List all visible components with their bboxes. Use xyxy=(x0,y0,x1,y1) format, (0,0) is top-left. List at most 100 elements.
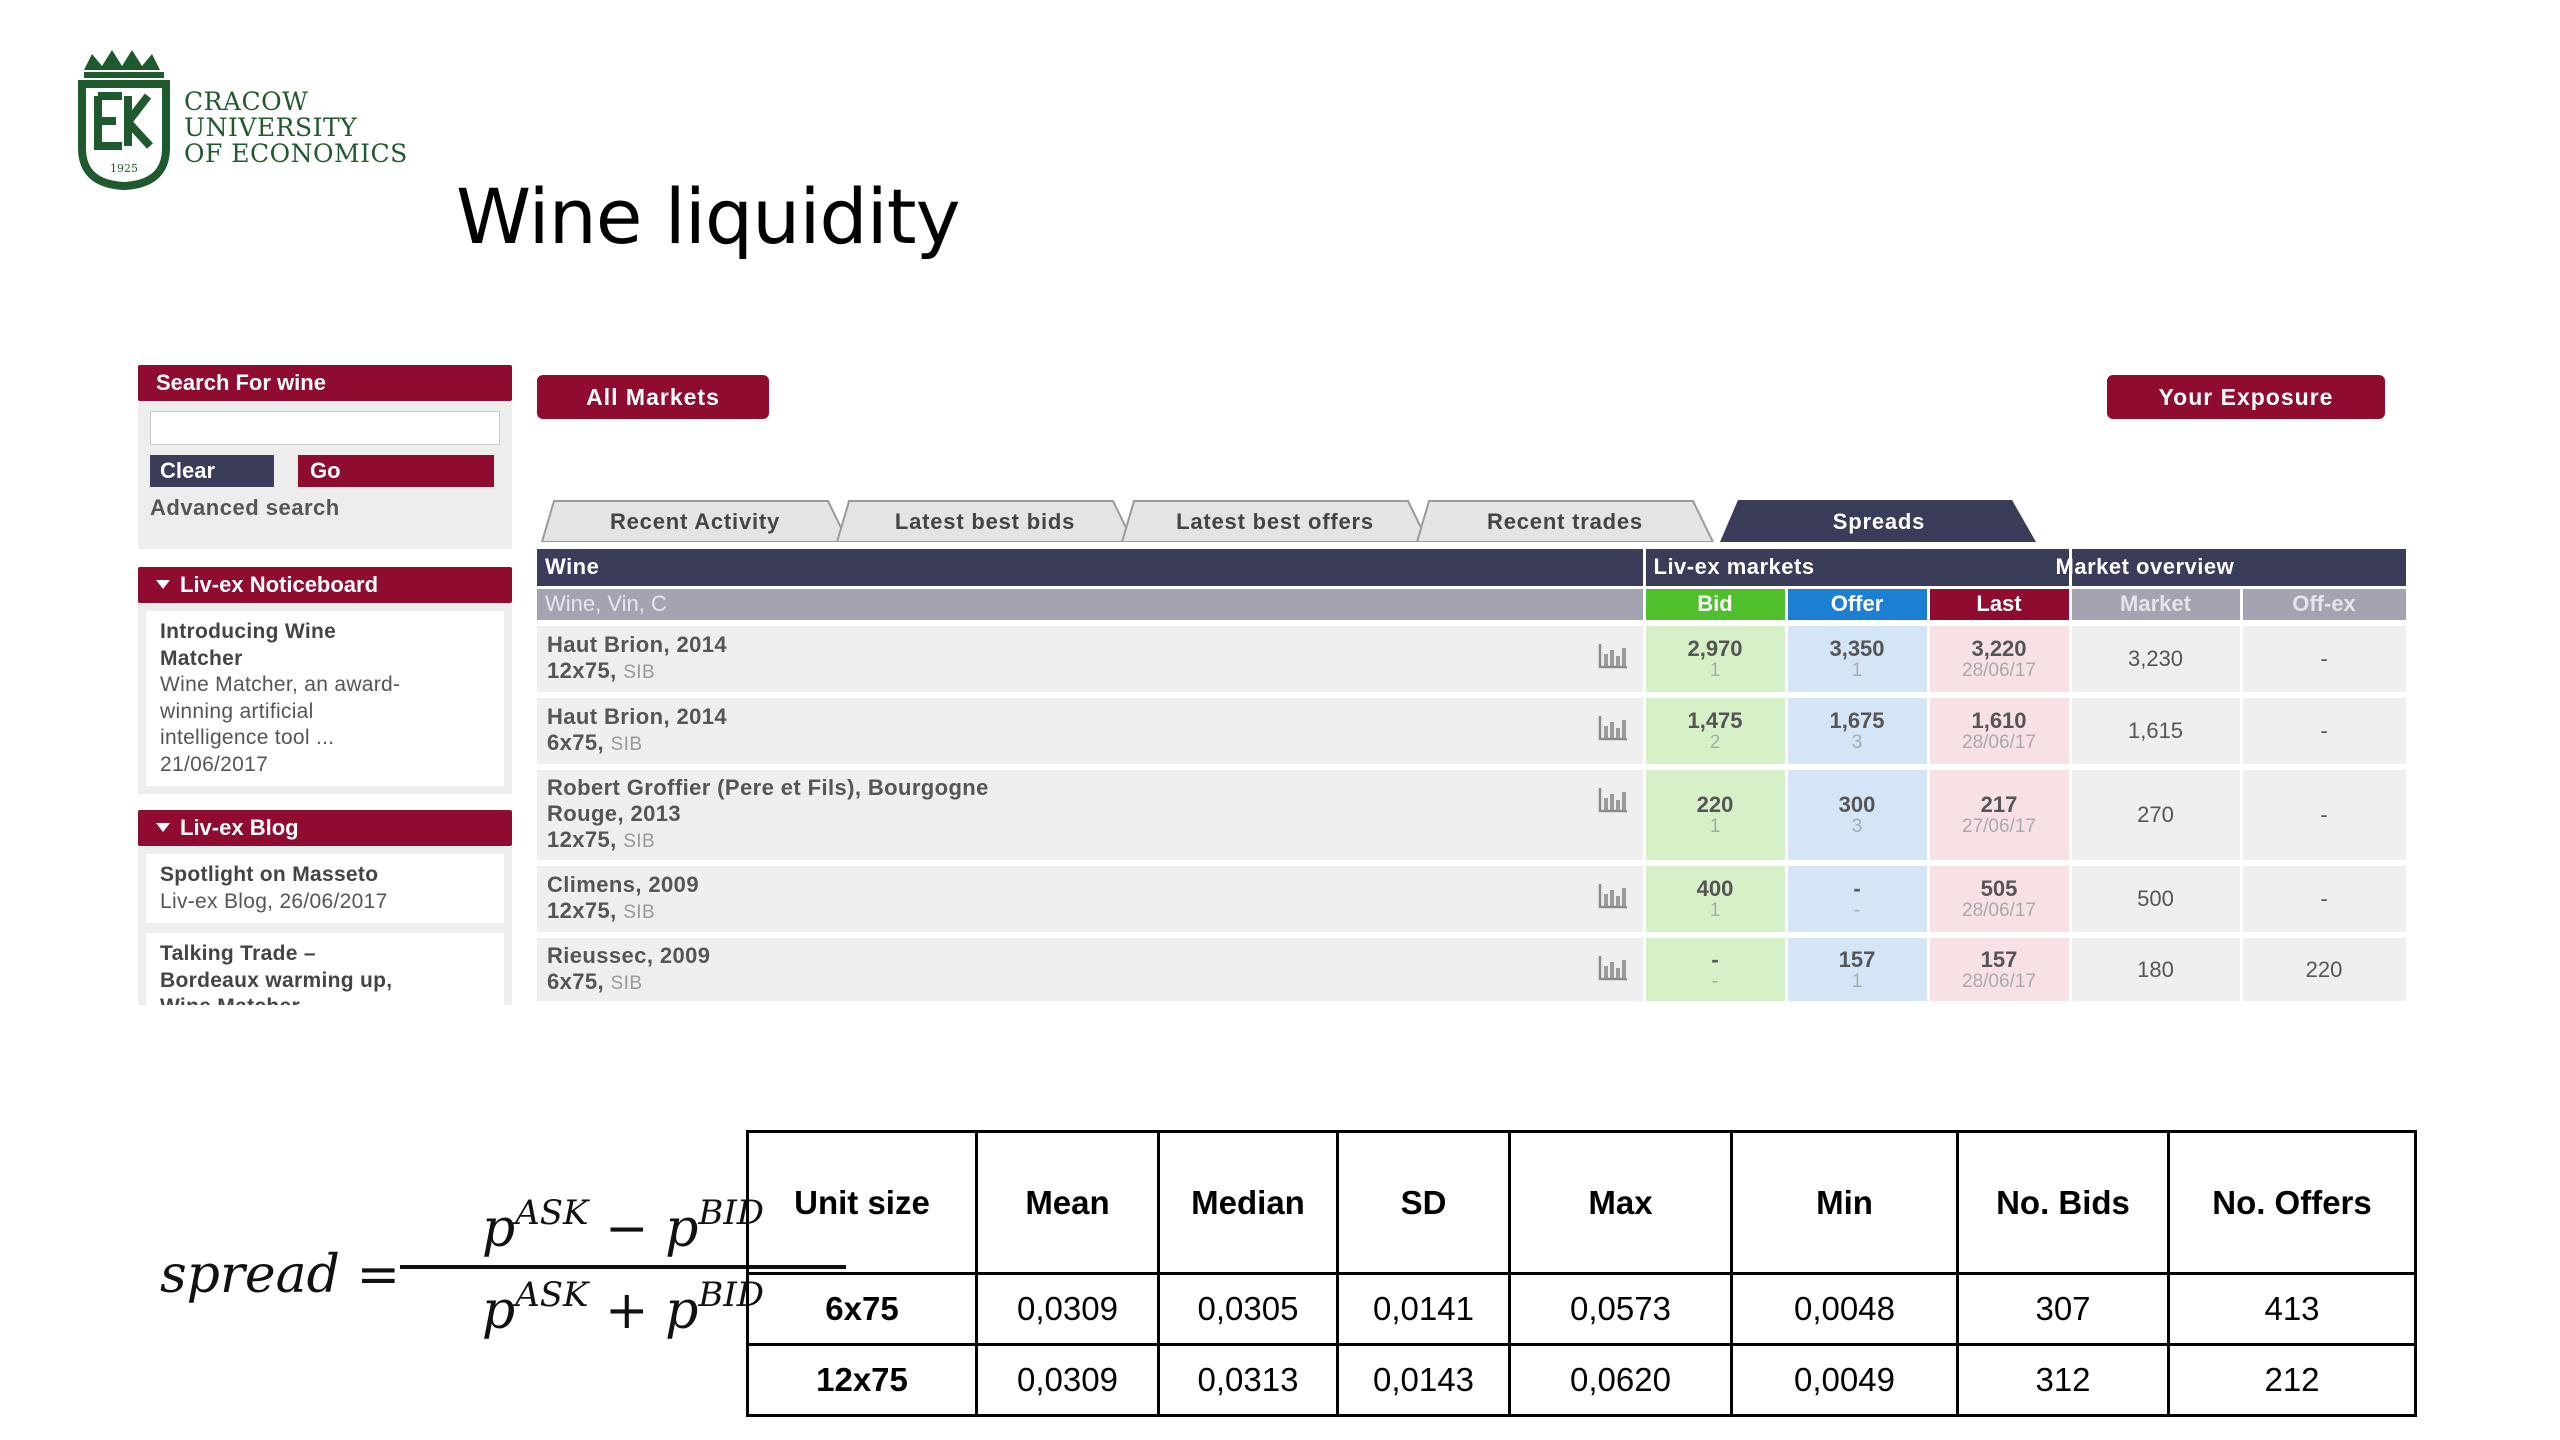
offer-cell[interactable]: 157 1 xyxy=(1786,932,1930,1001)
bid-cell[interactable]: 1,475 2 xyxy=(1644,692,1788,767)
search-input[interactable] xyxy=(150,411,500,445)
last-cell: 157 28/06/17 xyxy=(1928,932,2072,1001)
offex-cell: - xyxy=(2241,860,2409,935)
market-cell: 1,615 xyxy=(2070,692,2243,767)
slide-title: Wine liquidity xyxy=(456,172,961,261)
price-chart-icon[interactable] xyxy=(1597,714,1629,742)
stats-header-row: Unit size Mean Median SD Max Min No. Bid… xyxy=(746,1130,2417,1275)
max-cell: 0,0620 xyxy=(1508,1343,1733,1417)
noticeboard-header[interactable]: Liv-ex Noticeboard xyxy=(138,567,512,603)
tab-recent-trades[interactable]: Recent trades xyxy=(1415,498,1715,542)
market-tabs: Recent Activity Latest best bids Latest … xyxy=(540,498,2040,542)
bid-cell[interactable]: 220 1 xyxy=(1644,764,1788,863)
wine-filter-header[interactable]: Wine, Vin, C xyxy=(537,585,1646,623)
sd-cell: 0,0143 xyxy=(1336,1343,1511,1417)
no-bids-cell: 307 xyxy=(1956,1272,2170,1346)
spread-stats-table: Unit size Mean Median SD Max Min No. Bid… xyxy=(746,1130,2417,1417)
formula-numerator: pASK − pBID xyxy=(481,1193,765,1259)
caret-down-icon xyxy=(156,579,170,589)
last-cell: 505 28/06/17 xyxy=(1928,860,2072,935)
offer-cell[interactable]: 300 3 xyxy=(1786,764,1930,863)
caret-down-icon xyxy=(156,822,170,832)
sd-cell: 0,0141 xyxy=(1336,1272,1511,1346)
table-row[interactable]: Haut Brion, 2014 6x75, SIB 1,475 2 1,675 3… xyxy=(537,692,2409,767)
offex-cell: 220 xyxy=(2241,932,2409,1001)
bid-cell[interactable]: 2,970 1 xyxy=(1644,620,1788,695)
last-header[interactable]: Last xyxy=(1928,585,2072,623)
wine-cell[interactable]: Climens, 2009 12x75, SIB xyxy=(537,860,1646,935)
median-cell: 0,0305 xyxy=(1157,1272,1339,1346)
blog-item[interactable]: Spotlight on Masseto Liv-ex Blog, 26/06/… xyxy=(146,854,504,923)
table-row[interactable]: Haut Brion, 2014 12x75, SIB 2,970 1 3,350… xyxy=(537,620,2409,695)
noticeboard-panel: Introducing Wine Matcher Wine Matcher, a… xyxy=(138,603,512,794)
university-logo: 1925 CRACOW UNIVERSITY OF ECONOMICS xyxy=(76,44,408,194)
table-row[interactable]: Rieussec, 2009 6x75, SIB -- 157 1 157 28/0… xyxy=(537,932,2409,1001)
market-header[interactable]: Market xyxy=(2070,585,2243,623)
all-markets-button[interactable]: All Markets xyxy=(537,375,769,419)
price-chart-icon[interactable] xyxy=(1597,954,1629,982)
unit-size-cell: 12x75 xyxy=(746,1343,978,1417)
median-cell: 0,0313 xyxy=(1157,1343,1339,1417)
col-sd: SD xyxy=(1336,1130,1511,1275)
tab-recent-activity[interactable]: Recent Activity xyxy=(540,498,850,542)
col-no-bids: No. Bids xyxy=(1956,1130,2170,1275)
wine-column-group: Wine xyxy=(537,549,1646,587)
market-cell: 180 xyxy=(2070,932,2243,1001)
formula-fraction: pASK − pBID pASK + pBID xyxy=(400,1193,846,1341)
tab-spreads[interactable]: Spreads xyxy=(1720,498,2038,542)
wine-cell[interactable]: Rieussec, 2009 6x75, SIB xyxy=(537,932,1646,1001)
min-cell: 0,0048 xyxy=(1730,1272,1959,1346)
no-offers-cell: 413 xyxy=(2167,1272,2417,1346)
col-max: Max xyxy=(1508,1130,1733,1275)
fraction-bar xyxy=(400,1265,846,1269)
bid-header[interactable]: Bid xyxy=(1644,585,1788,623)
mean-cell: 0,0309 xyxy=(975,1272,1160,1346)
min-cell: 0,0049 xyxy=(1730,1343,1959,1417)
bid-cell[interactable]: 400 1 xyxy=(1644,860,1788,935)
offer-cell[interactable]: 1,675 3 xyxy=(1786,692,1930,767)
market-table: Wine Liv-ex markets Market overview Wine… xyxy=(537,549,2409,1001)
blog-item[interactable]: Talking Trade – Bordeaux warming up, Win… xyxy=(146,933,504,1005)
go-button[interactable]: Go xyxy=(298,455,494,487)
table-row[interactable]: Climens, 2009 12x75, SIB 400 1 -- 505 28/0… xyxy=(537,860,2409,935)
wine-cell[interactable]: Haut Brion, 2014 12x75, SIB xyxy=(537,620,1646,695)
table-row: 6x75 0,0309 0,0305 0,0141 0,0573 0,0048 … xyxy=(746,1272,2417,1346)
table-row[interactable]: Robert Groffier (Pere et Fils), Bourgogn… xyxy=(537,764,2409,863)
price-chart-icon[interactable] xyxy=(1597,882,1629,910)
price-chart-icon[interactable] xyxy=(1597,786,1629,814)
offer-cell[interactable]: -- xyxy=(1786,860,1930,935)
unit-size-cell: 6x75 xyxy=(746,1272,978,1346)
blog-panel: Spotlight on Masseto Liv-ex Blog, 26/06/… xyxy=(138,846,512,1005)
col-min: Min xyxy=(1730,1130,1959,1275)
last-cell: 217 27/06/17 xyxy=(1928,764,2072,863)
col-mean: Mean xyxy=(975,1130,1160,1275)
advanced-search-link[interactable]: Advanced search xyxy=(150,495,340,520)
offer-cell[interactable]: 3,350 1 xyxy=(1786,620,1930,695)
formula-denominator: pASK + pBID xyxy=(481,1275,765,1341)
no-offers-cell: 212 xyxy=(2167,1343,2417,1417)
price-chart-icon[interactable] xyxy=(1597,642,1629,670)
svg-text:1925: 1925 xyxy=(110,162,138,175)
crown-shield-icon: 1925 xyxy=(78,50,170,191)
table-row: 12x75 0,0309 0,0313 0,0143 0,0620 0,0049… xyxy=(746,1343,2417,1417)
last-cell: 1,610 28/06/17 xyxy=(1928,692,2072,767)
university-name: CRACOW UNIVERSITY OF ECONOMICS xyxy=(184,87,408,168)
notice-card[interactable]: Introducing Wine Matcher Wine Matcher, a… xyxy=(146,611,504,786)
tab-latest-best-offers[interactable]: Latest best offers xyxy=(1120,498,1430,542)
wine-cell[interactable]: Haut Brion, 2014 6x75, SIB xyxy=(537,692,1646,767)
offex-cell: - xyxy=(2241,692,2409,767)
bid-cell[interactable]: -- xyxy=(1644,932,1788,1001)
last-cell: 3,220 28/06/17 xyxy=(1928,620,2072,695)
livex-markets-group: Liv-ex markets xyxy=(1644,549,2072,587)
mean-cell: 0,0309 xyxy=(975,1343,1160,1417)
blog-header[interactable]: Liv-ex Blog xyxy=(138,810,512,846)
tab-latest-best-bids[interactable]: Latest best bids xyxy=(835,498,1135,542)
offer-header[interactable]: Offer xyxy=(1786,585,1930,623)
wine-cell[interactable]: Robert Groffier (Pere et Fils), Bourgogn… xyxy=(537,764,1646,863)
no-bids-cell: 312 xyxy=(1956,1343,2170,1417)
clear-button[interactable]: Clear xyxy=(150,455,274,487)
market-cell: 500 xyxy=(2070,860,2243,935)
offex-header[interactable]: Off-ex xyxy=(2241,585,2409,623)
your-exposure-button[interactable]: Your Exposure xyxy=(2107,375,2385,419)
offex-cell: - xyxy=(2241,764,2409,863)
